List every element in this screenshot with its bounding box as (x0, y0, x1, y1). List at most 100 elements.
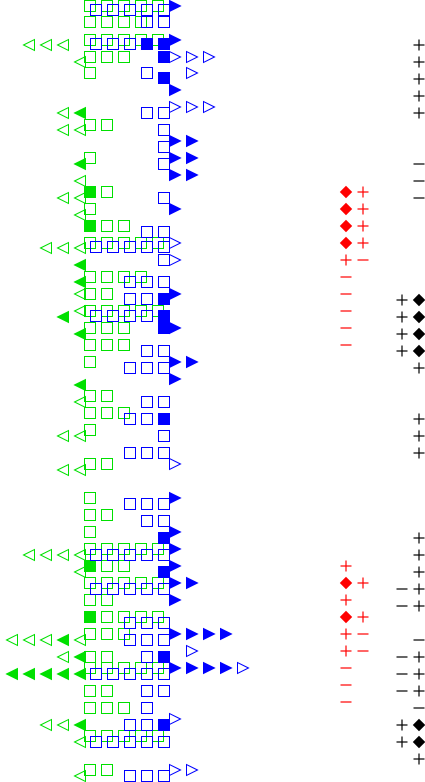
marker (141, 396, 153, 408)
square-marker (158, 430, 170, 442)
square-marker (101, 764, 113, 776)
marker (124, 549, 136, 561)
marker (339, 576, 353, 590)
triangle-marker (73, 123, 86, 137)
triangle-marker (169, 627, 182, 641)
triangle-marker (169, 763, 182, 777)
marker (141, 293, 153, 305)
marker (84, 322, 96, 334)
square-marker (141, 702, 153, 714)
marker (186, 50, 199, 64)
square-marker (158, 651, 170, 663)
square-marker (90, 4, 102, 16)
triangle-marker (220, 627, 233, 641)
square-marker (141, 736, 153, 748)
triangle-marker (22, 667, 35, 681)
marker (169, 525, 182, 539)
square-marker (90, 241, 102, 253)
square-marker (101, 509, 113, 521)
triangle-marker (169, 576, 182, 590)
marker (101, 764, 113, 776)
square-marker (158, 770, 170, 782)
marker (169, 576, 182, 590)
marker (101, 628, 113, 640)
triangle-marker (73, 174, 86, 188)
marker (169, 763, 182, 777)
marker (158, 566, 170, 578)
triangle-marker (169, 33, 182, 47)
triangle-marker (169, 661, 182, 675)
marker (107, 310, 119, 322)
marker (413, 39, 425, 51)
marker (169, 202, 182, 216)
diamond-marker (412, 735, 425, 749)
marker (84, 390, 96, 402)
triangle-marker (5, 667, 18, 681)
square-marker (107, 549, 119, 561)
triangle-marker (56, 241, 69, 255)
triangle-marker (56, 106, 69, 120)
square-marker (158, 310, 170, 322)
marker (101, 119, 113, 131)
marker (396, 736, 408, 748)
square-marker (141, 276, 153, 288)
square-marker (101, 390, 113, 402)
diamond-marker (412, 344, 425, 358)
marker (118, 16, 130, 28)
marker (158, 254, 170, 266)
square-marker (84, 271, 96, 283)
triangle-marker (203, 50, 216, 64)
triangle-marker (169, 236, 182, 250)
square-marker (84, 186, 96, 198)
square-marker (124, 293, 136, 305)
marker (124, 447, 136, 459)
marker (73, 718, 86, 732)
square-marker (158, 447, 170, 459)
marker (39, 633, 52, 647)
square-marker (90, 310, 102, 322)
triangle-marker (73, 258, 86, 272)
marker (220, 627, 233, 641)
triangle-marker (186, 151, 199, 165)
triangle-marker (186, 134, 199, 148)
marker (5, 667, 18, 681)
marker (169, 83, 182, 97)
marker (73, 650, 86, 664)
marker (186, 661, 199, 675)
marker (169, 287, 182, 301)
square-marker (84, 407, 96, 419)
marker (413, 753, 425, 765)
square-marker (124, 634, 136, 646)
square-marker (158, 515, 170, 527)
square-marker (124, 362, 136, 374)
marker (73, 429, 86, 443)
marker (124, 362, 136, 374)
square-marker (101, 339, 113, 351)
marker (73, 55, 86, 69)
marker (413, 430, 425, 442)
square-marker (124, 447, 136, 459)
marker (101, 407, 113, 419)
square-marker (158, 293, 170, 305)
square-marker (158, 141, 170, 153)
square-marker (158, 72, 170, 84)
marker (124, 634, 136, 646)
marker (73, 327, 86, 341)
marker (339, 185, 353, 199)
triangle-marker (73, 157, 86, 171)
marker (84, 16, 96, 28)
marker (412, 344, 425, 358)
marker (141, 345, 153, 357)
marker (412, 310, 425, 324)
triangle-marker (39, 548, 52, 562)
marker (107, 241, 119, 253)
marker (169, 491, 182, 505)
marker (141, 736, 153, 748)
square-marker (141, 498, 153, 510)
marker (124, 4, 136, 16)
square-marker (107, 4, 119, 16)
triangle-marker (39, 38, 52, 52)
triangle-marker (56, 310, 69, 324)
marker (339, 610, 353, 624)
marker (84, 492, 96, 504)
